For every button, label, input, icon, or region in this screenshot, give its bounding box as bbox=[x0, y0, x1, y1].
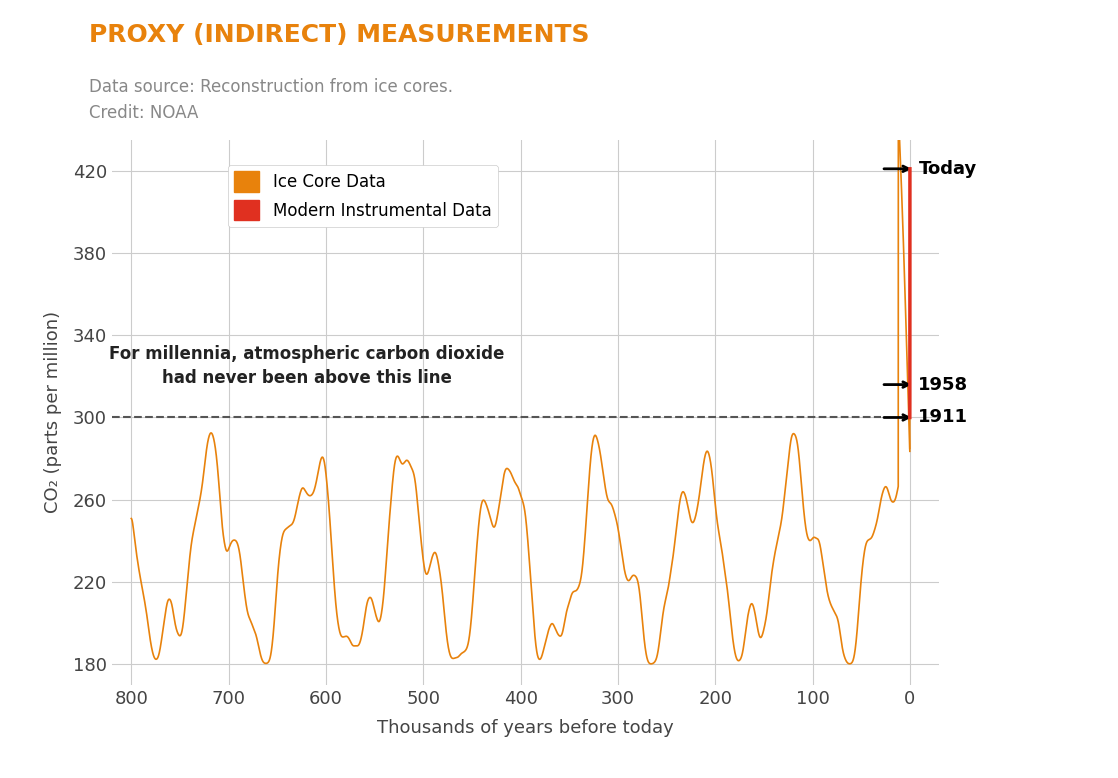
Text: 1958: 1958 bbox=[918, 376, 968, 394]
Text: Data source: Reconstruction from ice cores.
Credit: NOAA: Data source: Reconstruction from ice cor… bbox=[89, 78, 454, 122]
Legend: Ice Core Data, Modern Instrumental Data: Ice Core Data, Modern Instrumental Data bbox=[228, 165, 499, 227]
Text: For millennia, atmospheric carbon dioxide
had never been above this line: For millennia, atmospheric carbon dioxid… bbox=[108, 345, 504, 387]
Y-axis label: CO₂ (parts per million): CO₂ (parts per million) bbox=[44, 311, 61, 513]
Text: PROXY (INDIRECT) MEASUREMENTS: PROXY (INDIRECT) MEASUREMENTS bbox=[89, 23, 590, 47]
Text: 1911: 1911 bbox=[918, 408, 968, 426]
Text: Today: Today bbox=[918, 159, 977, 178]
X-axis label: Thousands of years before today: Thousands of years before today bbox=[377, 719, 674, 737]
